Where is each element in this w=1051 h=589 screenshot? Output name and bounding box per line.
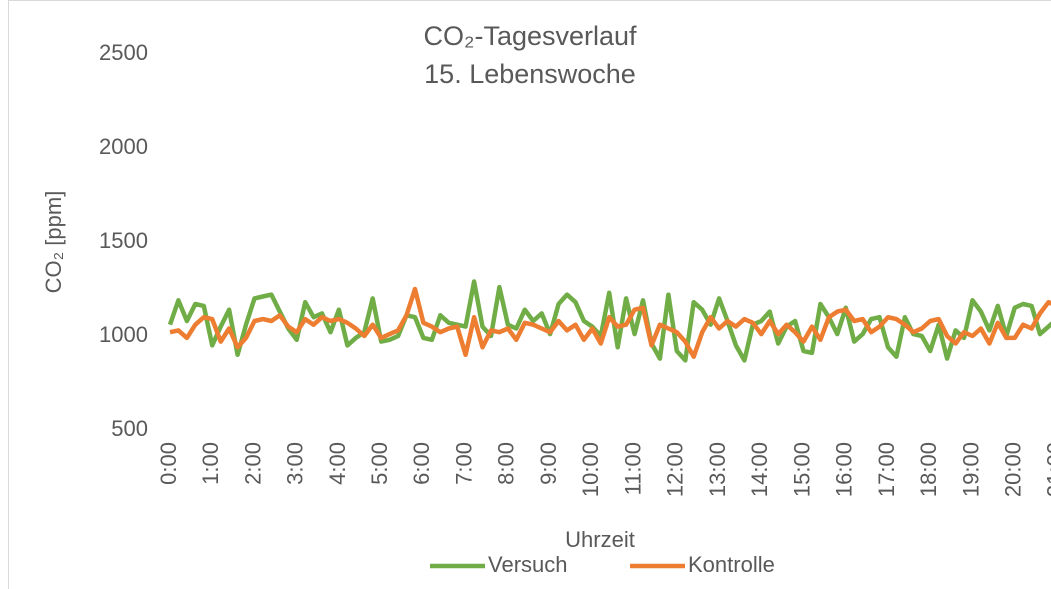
y-tick-label: 1000 bbox=[99, 322, 148, 347]
x-tick-label: 13:00 bbox=[705, 442, 730, 497]
x-tick-label: 15:00 bbox=[789, 442, 814, 497]
data-line bbox=[169, 286, 1051, 359]
x-tick-label: 20:00 bbox=[1001, 442, 1026, 497]
x-tick-label: 11:00 bbox=[620, 442, 645, 495]
x-tick-label: 10:00 bbox=[578, 442, 603, 497]
chart-title: CO₂-Tagesverlauf bbox=[423, 21, 637, 51]
x-tick-label: 7:00 bbox=[451, 442, 476, 485]
x-tick-label: 4:00 bbox=[325, 442, 350, 485]
y-axis-label: CO₂ [ppm] bbox=[41, 191, 66, 294]
y-tick-label: 2000 bbox=[99, 134, 148, 159]
x-tick-label: 21:00 bbox=[1043, 442, 1051, 497]
x-tick-label: 5:00 bbox=[367, 442, 392, 485]
x-tick-label: 17:00 bbox=[874, 442, 899, 497]
x-tick-label: 8:00 bbox=[494, 442, 519, 485]
x-tick-label: 3:00 bbox=[283, 442, 308, 485]
x-tick-label: 14:00 bbox=[747, 442, 772, 497]
x-tick-label: 9:00 bbox=[536, 442, 561, 485]
x-tick-label: 2:00 bbox=[240, 442, 265, 485]
x-tick-label: 12:00 bbox=[663, 442, 688, 497]
legend-label: Versuch bbox=[488, 552, 568, 577]
x-tick-label: 19:00 bbox=[958, 442, 983, 497]
y-tick-label: 500 bbox=[111, 416, 148, 441]
x-tick-label: 1:00 bbox=[198, 442, 223, 485]
x-tick-label: 0:00 bbox=[156, 442, 181, 485]
x-tick-label: 16:00 bbox=[832, 442, 857, 497]
x-tick-label: 18:00 bbox=[916, 442, 941, 497]
chart-border bbox=[8, 0, 1051, 589]
x-axis-label: Uhrzeit bbox=[565, 527, 635, 552]
legend-label: Kontrolle bbox=[688, 552, 775, 577]
y-tick-label: 2500 bbox=[99, 40, 148, 65]
chart-subtitle: 15. Lebenswoche bbox=[424, 59, 636, 89]
x-tick-label: 6:00 bbox=[409, 442, 434, 485]
y-tick-label: 1500 bbox=[99, 228, 148, 253]
